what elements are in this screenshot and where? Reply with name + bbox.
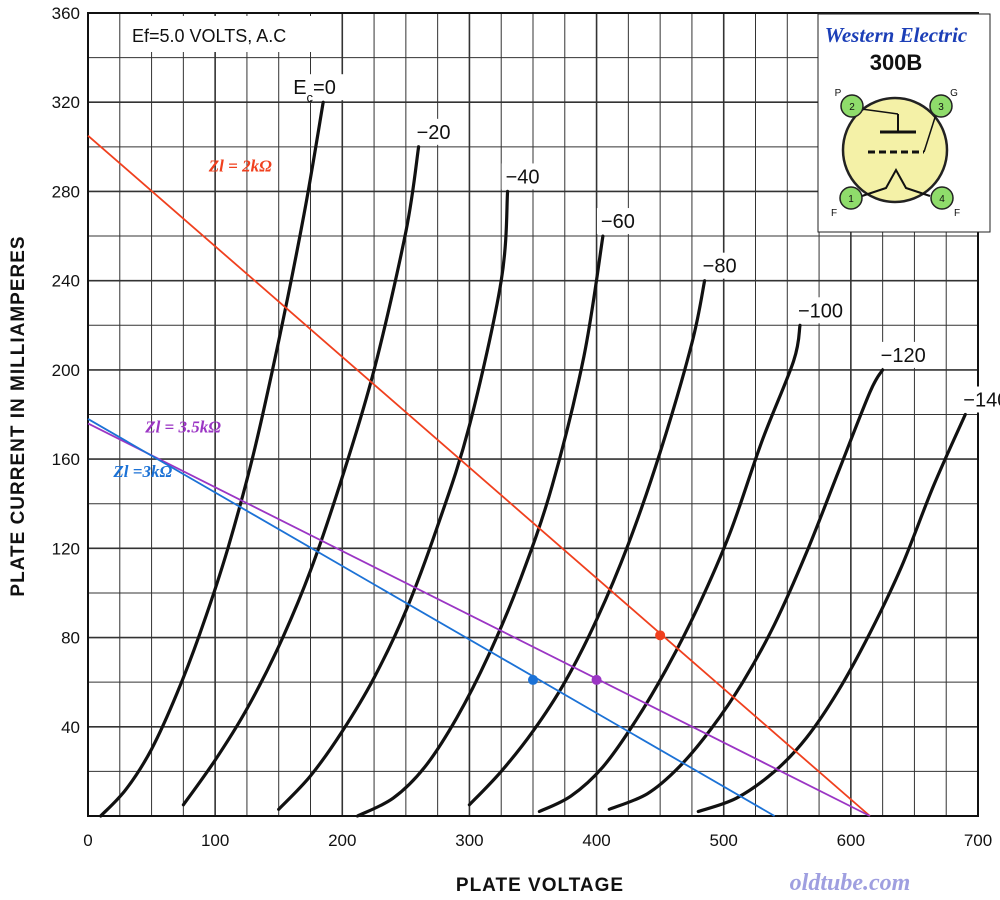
y-tick-label: 120: [52, 539, 80, 558]
tube-model: 300B: [870, 50, 923, 75]
pin-number: 1: [848, 194, 854, 205]
load-lines: Zl = 2kΩ Zl = 3.5kΩ Zl =3kΩ: [87, 135, 871, 817]
load-line-label: Zl = 3.5kΩ: [144, 417, 221, 436]
plate-curve-20: [181, 145, 421, 807]
plate-curve-80: [467, 279, 707, 807]
pin-name: P: [835, 88, 842, 99]
load-line: [87, 422, 871, 817]
x-tick-label: 200: [328, 831, 356, 850]
curve-label-text: −40: [506, 166, 540, 188]
brand-logo: Western Electric: [825, 23, 968, 47]
pin-circle: [840, 94, 864, 118]
plate-curve-100: [537, 323, 802, 814]
curve-label: −40: [501, 163, 550, 190]
pin-name: F: [831, 208, 837, 219]
pin-circle: [839, 186, 863, 210]
pin-number: 2: [849, 102, 855, 113]
filament-note-box: Ef=5.0 VOLTS, A.C: [122, 16, 312, 52]
pin-name: F: [954, 208, 960, 219]
curve-label-text: −20: [417, 122, 451, 144]
y-tick-label: 80: [61, 629, 80, 648]
operating-point: [655, 630, 666, 641]
x-tick-label: 300: [455, 831, 483, 850]
curve-label-text: −140: [963, 390, 1000, 412]
plate-curves: Ec=0 −20 −40 −60 −80 −100 −120 −140: [99, 74, 1000, 818]
watermark: oldtube.com: [790, 870, 911, 896]
load-line-label: Zl = 2kΩ: [208, 156, 272, 175]
load-line: [87, 418, 776, 817]
filament-note: Ef=5.0 VOLTS, A.C: [132, 26, 286, 46]
plate-curve-120: [607, 368, 885, 811]
y-tick-label: 360: [52, 4, 80, 23]
operating-point: [591, 674, 602, 685]
load-line-label: Zl =3kΩ: [112, 462, 172, 481]
x-tick-label: 700: [964, 831, 992, 850]
y-tick-label: 240: [52, 272, 80, 291]
y-tick-label: 40: [61, 718, 80, 737]
x-tick-label: 0: [83, 831, 92, 850]
pin-number: 3: [938, 102, 944, 113]
pin-name: G: [950, 88, 958, 99]
axis-ticks: 0 100 200 300 400 500 600 700 40 80 120 160 200 240 28…: [52, 4, 993, 850]
y-tick-label: 200: [52, 361, 80, 380]
x-axis-title: PLATE VOLTAGE: [456, 875, 624, 896]
plate-curve-140: [696, 412, 967, 814]
plate-curve-Ec0: [99, 100, 325, 818]
curve-label: −140: [959, 386, 1000, 413]
plate-curve-60: [355, 234, 605, 818]
x-tick-label: 500: [710, 831, 738, 850]
curve-label: −100: [794, 297, 843, 324]
curve-label: −120: [876, 341, 926, 368]
x-tick-label: 400: [582, 831, 610, 850]
plot-frame: [87, 12, 979, 817]
tube-bulb: [841, 96, 949, 204]
y-axis-title: PLATE CURRENT IN MILLIAMPERES: [8, 235, 29, 596]
curve-label: −80: [698, 252, 747, 279]
y-tick-label: 280: [52, 182, 80, 201]
curve-label-text: −80: [703, 256, 737, 278]
curve-label: Ec=0: [289, 74, 352, 105]
curve-label-ec0: Ec=0: [293, 77, 336, 105]
pin-circle: [930, 186, 954, 210]
curve-label-text: −100: [798, 300, 843, 322]
curve-label-text: −120: [881, 345, 926, 367]
curve-label: −20: [412, 118, 461, 145]
curve-label: −60: [596, 208, 645, 235]
operating-point: [528, 674, 538, 685]
x-tick-label: 100: [201, 831, 229, 850]
y-tick-label: 160: [52, 450, 80, 469]
curve-label-text: −60: [601, 211, 635, 233]
x-tick-label: 600: [837, 831, 865, 850]
plate-curve-40: [277, 189, 510, 811]
pin-circle: [929, 94, 953, 118]
load-line: [87, 135, 871, 817]
y-tick-label: 320: [52, 93, 80, 112]
pin-number: 4: [939, 194, 945, 205]
